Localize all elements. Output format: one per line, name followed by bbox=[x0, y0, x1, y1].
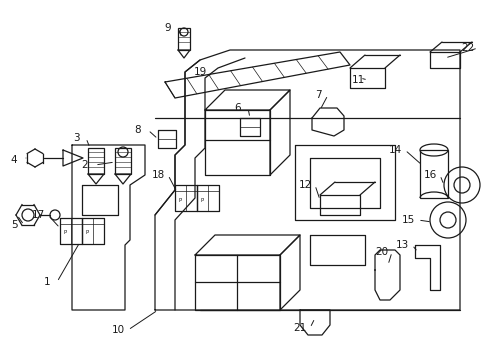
Text: 2: 2 bbox=[81, 160, 88, 170]
Text: P: P bbox=[200, 198, 203, 202]
Text: 17: 17 bbox=[31, 210, 44, 220]
Bar bbox=[419, 150, 447, 198]
Text: P: P bbox=[85, 230, 88, 235]
Text: 11: 11 bbox=[351, 75, 364, 85]
Bar bbox=[115, 148, 131, 174]
Text: 4: 4 bbox=[11, 155, 17, 165]
Text: 20: 20 bbox=[375, 247, 388, 257]
Text: 12: 12 bbox=[298, 180, 311, 190]
Text: 19: 19 bbox=[193, 67, 206, 77]
Text: 15: 15 bbox=[401, 215, 414, 225]
Text: P: P bbox=[63, 230, 66, 235]
Text: 22: 22 bbox=[461, 43, 474, 53]
Text: 7: 7 bbox=[314, 90, 321, 100]
Text: P: P bbox=[178, 198, 181, 202]
Text: 14: 14 bbox=[387, 145, 401, 155]
Bar bbox=[88, 148, 104, 174]
Text: 10: 10 bbox=[111, 325, 124, 335]
Text: 1: 1 bbox=[43, 277, 50, 287]
Text: 13: 13 bbox=[395, 240, 408, 250]
Text: 9: 9 bbox=[164, 23, 171, 33]
Text: 21: 21 bbox=[293, 323, 306, 333]
Text: 6: 6 bbox=[234, 103, 241, 113]
Text: 18: 18 bbox=[151, 170, 164, 180]
Text: 3: 3 bbox=[73, 133, 79, 143]
Text: 5: 5 bbox=[11, 220, 17, 230]
Bar bbox=[178, 28, 190, 50]
Text: 16: 16 bbox=[423, 170, 436, 180]
Text: 8: 8 bbox=[134, 125, 141, 135]
